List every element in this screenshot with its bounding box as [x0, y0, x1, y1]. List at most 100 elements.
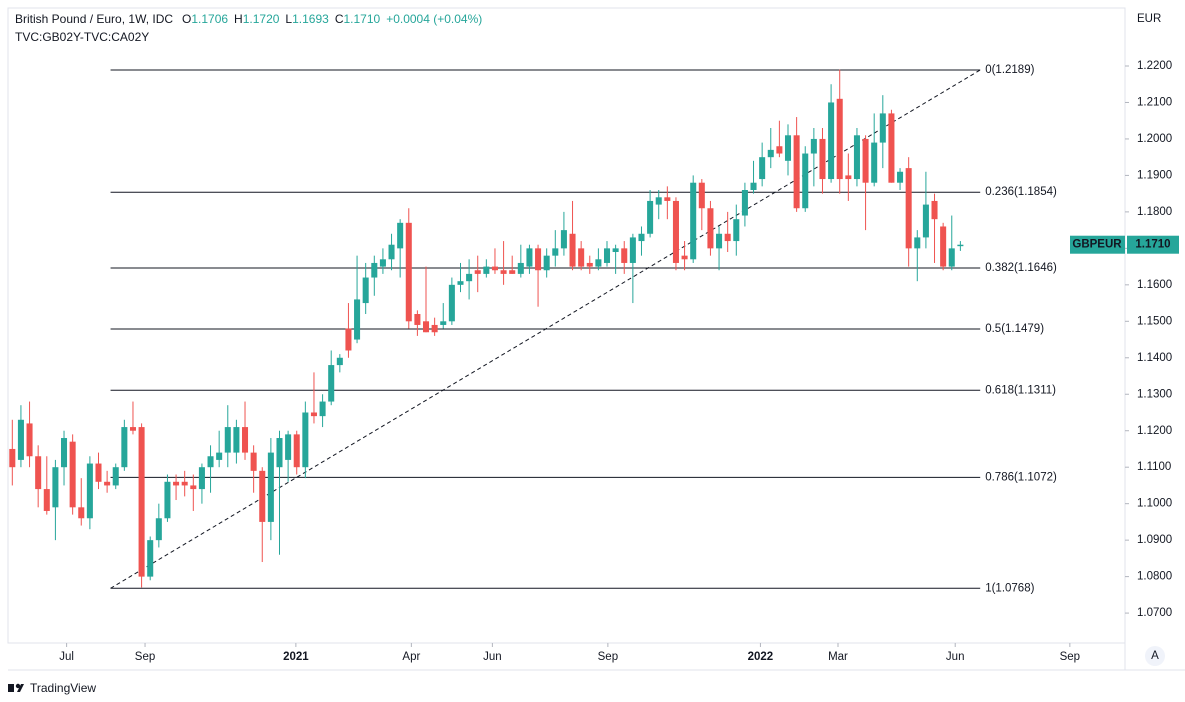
candle-body — [664, 197, 671, 201]
candle-body — [845, 175, 852, 180]
candle-body — [466, 273, 473, 282]
candle-body — [690, 182, 697, 260]
candle-body — [336, 357, 343, 366]
candle-body — [78, 507, 85, 519]
candle-body — [871, 142, 878, 183]
y-tick-label: 1.1500 — [1137, 315, 1172, 327]
y-tick-label: 1.0900 — [1137, 534, 1172, 546]
ohlc-value: 1.1706 — [191, 12, 228, 26]
brand-logo — [8, 683, 24, 692]
candle-body — [819, 138, 826, 180]
y-tick-label: 1.2000 — [1137, 133, 1172, 145]
chart-title: British Pound / Euro, 1W, IDC — [15, 12, 173, 26]
candle-body — [276, 438, 283, 468]
candle-body — [457, 281, 464, 285]
candle-body — [86, 463, 93, 519]
candle-body — [69, 441, 76, 508]
candle-body — [879, 113, 886, 143]
ohlc-key: L — [285, 12, 292, 26]
candle-body — [242, 427, 249, 453]
fib-level-label: 0(1.2189) — [985, 64, 1034, 76]
x-tick-label: Apr — [402, 651, 420, 663]
scale-button-label[interactable]: A — [1151, 650, 1159, 662]
candle-body — [741, 190, 748, 216]
candle-body — [17, 419, 24, 460]
candle-body — [724, 233, 731, 242]
x-tick-label: Sep — [135, 651, 155, 663]
fib-trend-line — [110, 69, 981, 589]
candle-body — [621, 248, 628, 263]
candle-body — [905, 168, 912, 249]
candle-body — [181, 481, 188, 486]
candle-body — [164, 481, 171, 519]
candle-body — [474, 270, 481, 274]
candle-body — [121, 427, 128, 468]
candle-body — [586, 262, 593, 267]
candle-body — [129, 427, 136, 431]
candle-body — [888, 113, 895, 183]
candle-body — [26, 423, 33, 457]
candle-body — [776, 146, 783, 154]
candle-body — [948, 248, 955, 267]
candle-body — [440, 321, 447, 325]
candle-body — [233, 427, 240, 453]
scale-button[interactable] — [1145, 646, 1165, 666]
candle-body — [802, 153, 809, 209]
x-tick-label: Jul — [59, 651, 74, 663]
y-tick-label: 1.1900 — [1137, 169, 1172, 181]
candle-body — [759, 157, 766, 180]
candle-body — [535, 248, 542, 271]
y-tick-label: 1.1000 — [1137, 498, 1172, 510]
y-tick-label: 1.1300 — [1137, 388, 1172, 400]
candle-body — [422, 321, 430, 333]
ohlc-value: 1.1693 — [292, 12, 329, 26]
candle-body — [43, 489, 50, 511]
candle-body — [483, 266, 490, 274]
candle-body — [940, 226, 947, 267]
x-tick-label: Sep — [598, 651, 618, 663]
candle-body — [716, 233, 723, 249]
candle-body — [733, 219, 740, 242]
candle-body — [552, 248, 559, 256]
price-tag-symbol: GBPEUR — [1072, 239, 1122, 251]
candle-body — [828, 102, 835, 180]
ohlc-key: C — [335, 12, 344, 26]
ohlc-change: +0.0004 (+0.04%) — [386, 12, 482, 26]
y-tick-label: 1.0700 — [1137, 607, 1172, 619]
candle-body — [914, 237, 921, 249]
candle-body — [405, 222, 412, 322]
candle-body — [810, 138, 817, 154]
candle-body — [285, 434, 292, 460]
candle-body — [173, 481, 180, 486]
candle-body — [250, 452, 257, 471]
fib-level-label: 0.236(1.1854) — [985, 186, 1057, 198]
candle-body — [526, 248, 533, 267]
candle-body — [354, 299, 361, 340]
ohlc-header: O1.1706 H1.1720 L1.1693 C1.1710 +0.0004 (+0.… — [182, 12, 482, 26]
brand: TradingView — [30, 681, 96, 695]
candle-body — [897, 171, 904, 183]
price-tag-bg — [1127, 235, 1179, 254]
ohlc-key: O — [182, 12, 191, 26]
candle-body — [638, 233, 645, 242]
price-tag-value: 1.1710 — [1135, 239, 1170, 251]
candle-body — [207, 456, 214, 468]
y-tick-label: 1.1400 — [1137, 352, 1172, 364]
candle-body — [543, 255, 550, 271]
candle-body — [793, 135, 800, 209]
candle-body — [379, 259, 386, 267]
candle-body — [836, 98, 843, 180]
candle-body — [328, 365, 335, 402]
candle-body — [862, 138, 869, 183]
candle-body — [578, 248, 585, 267]
y-axis-label: EUR — [1137, 13, 1161, 25]
y-tick-label: 1.1600 — [1137, 279, 1172, 291]
candle-body — [371, 262, 378, 278]
x-tick-label: Jun — [946, 651, 965, 663]
candle-body — [35, 456, 42, 490]
candle-body — [319, 401, 326, 417]
subtitle: TVC:GB02Y-TVC:CA02Y — [15, 30, 149, 44]
candle-body — [345, 328, 352, 351]
candle-body — [259, 470, 266, 522]
